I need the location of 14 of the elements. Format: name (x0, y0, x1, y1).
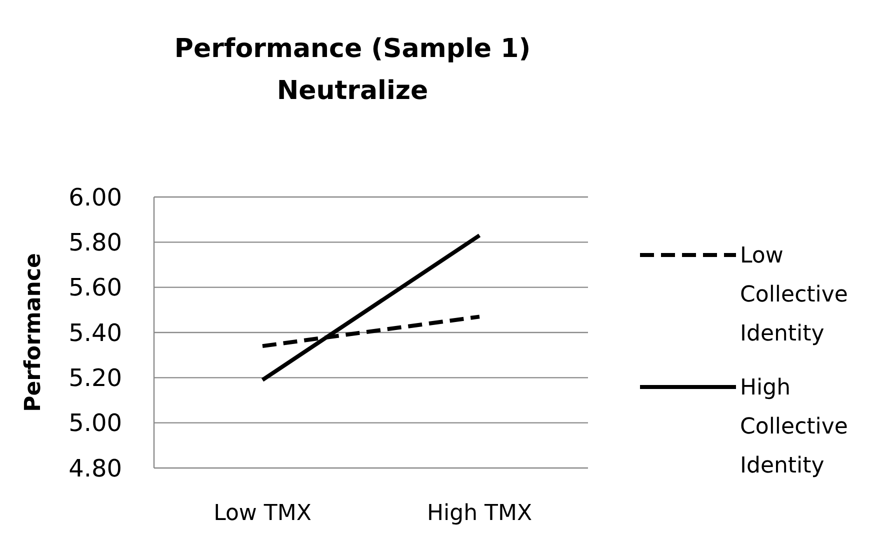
y-tick-label: 5.20 (68, 364, 122, 392)
y-tick-label: 5.40 (68, 318, 122, 347)
y-tick-label: 5.00 (68, 409, 122, 438)
y-axis-title: Performance (21, 253, 46, 412)
chart-title: Performance (Sample 1) (174, 34, 531, 64)
y-tick-label: 5.60 (68, 274, 122, 302)
y-tick-label: 5.80 (68, 228, 122, 257)
x-tick-label: Low TMX (214, 501, 312, 526)
y-tick-label: 6.00 (68, 183, 122, 212)
legend-label: Low Collective Identity (740, 244, 848, 347)
x-tick-label: High TMX (426, 501, 532, 526)
y-tick-label: 4.80 (68, 454, 122, 482)
legend-label: High Collective Identity (740, 376, 848, 479)
chart-subtitle: Neutralize (276, 76, 428, 106)
